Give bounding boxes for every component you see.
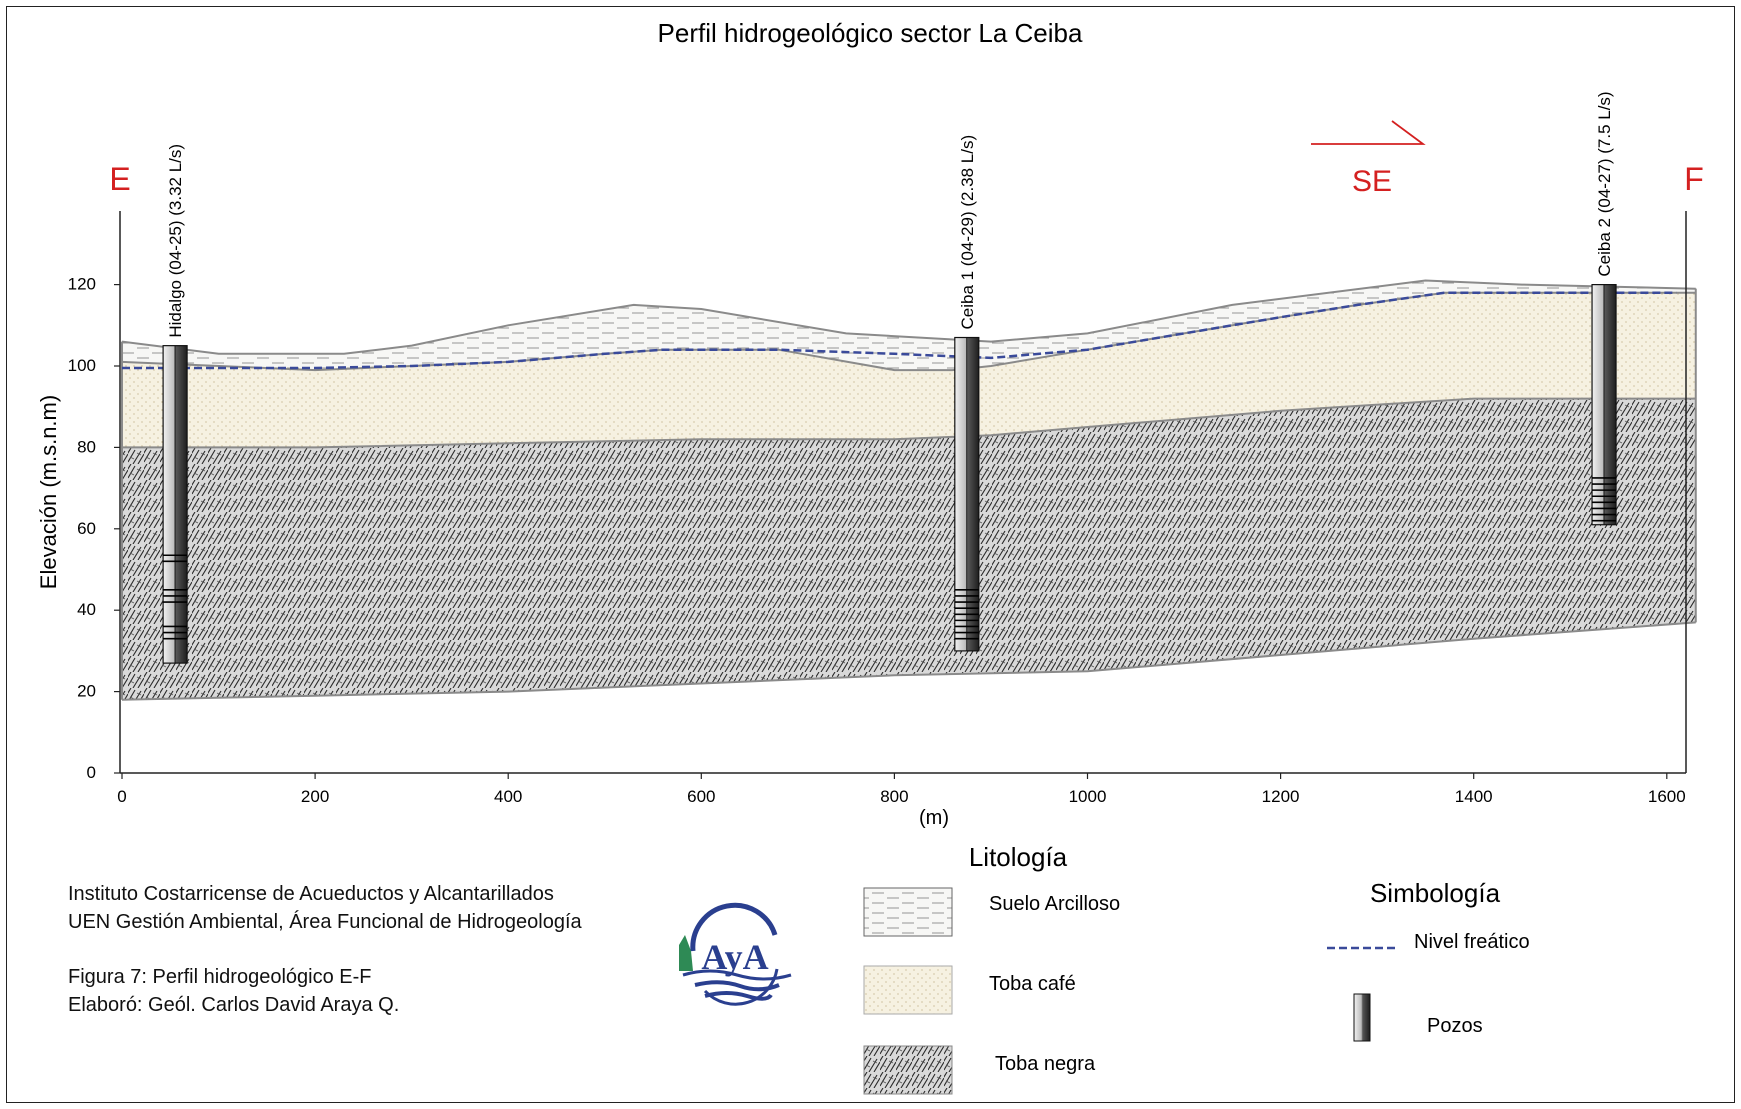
y-axis-label: Elevación (m.s.n.m)	[36, 395, 61, 589]
toba-negra-bottom-boundary	[121, 621, 1696, 701]
water-table-line	[122, 291, 1677, 370]
toba-negra-top-boundary	[122, 397, 1696, 449]
x-axis-label: (m)	[919, 807, 949, 829]
well-0: Hidalgo (04-25) (3.32 L/s)	[162, 144, 188, 664]
x-tick-label: 200	[301, 787, 329, 806]
x-tick-label: 0	[117, 787, 126, 806]
legend-suelo-label: Suelo Arcilloso	[989, 893, 1120, 915]
legend-nivel-freatico-label: Nivel freático	[1414, 931, 1530, 953]
well-label: Hidalgo (04-25) (3.32 L/s)	[166, 144, 185, 338]
lithology-legend-title: Litología	[969, 842, 1068, 872]
y-tick-label: 100	[68, 356, 96, 375]
figure-frame	[6, 6, 1735, 1103]
y-tick-label: 80	[77, 437, 96, 456]
well-label: Ceiba 2 (04-27) (7.5 L/s)	[1595, 91, 1614, 276]
figure-title: Perfil hidrogeológico sector La Ceiba	[658, 18, 1083, 48]
symbology-legend-title: Simbología	[1370, 878, 1501, 908]
direction-arrow-icon	[1311, 120, 1426, 145]
aya-logo: AyA	[679, 902, 792, 1006]
x-tick-label: 1400	[1455, 787, 1493, 806]
figure-credits: Figura 7: Perfil hidrogeológico E-F Elab…	[68, 963, 399, 1019]
y-tick-label: 40	[77, 600, 96, 619]
endpoint-f-label: F	[1684, 161, 1704, 197]
wells-group: Hidalgo (04-25) (3.32 L/s) Ceiba 1 (04-29…	[162, 91, 1617, 664]
x-tick-label: 600	[687, 787, 715, 806]
x-tick-label: 1600	[1648, 787, 1686, 806]
endpoint-e-label: E	[109, 161, 130, 197]
suelo-arcilloso-swatch	[863, 887, 953, 937]
axes-group	[119, 211, 1687, 774]
x-ticks: 0 200 400 600 800 1000 1200 1400 1600	[117, 773, 1686, 806]
credit-line-figure: Figura 7: Perfil hidrogeológico E-F	[68, 966, 372, 988]
x-tick-label: 1000	[1069, 787, 1107, 806]
well-legend-icon	[1353, 993, 1371, 1042]
y-ticks: 0 20 40 60 80 100 120	[68, 275, 120, 782]
toba-negra-swatch	[863, 1045, 953, 1095]
direction-label: SE	[1352, 165, 1392, 198]
y-tick-label: 20	[77, 682, 96, 701]
y-tick-label: 0	[87, 763, 96, 782]
x-tick-label: 800	[880, 787, 908, 806]
legend-toba-negra-label: Toba negra	[995, 1053, 1096, 1075]
credit-line-author: Elaboró: Geól. Carlos David Araya Q.	[68, 994, 400, 1016]
x-tick-label: 1200	[1262, 787, 1300, 806]
well-2: Ceiba 2 (04-27) (7.5 L/s)	[1591, 91, 1617, 526]
toba-negra-layer	[122, 398, 1696, 700]
legend-toba-cafe-label: Toba café	[989, 973, 1076, 995]
y-tick-label: 120	[68, 275, 96, 294]
legend-pozos-label: Pozos	[1427, 1015, 1483, 1037]
credit-line-institution: Instituto Costarricense de Acueductos y …	[68, 883, 554, 905]
y-tick-label: 60	[77, 519, 96, 538]
institution-credits: Instituto Costarricense de Acueductos y …	[68, 880, 582, 936]
well-1: Ceiba 1 (04-29) (2.38 L/s)	[954, 135, 980, 652]
lithology-layers	[121, 279, 1697, 701]
well-label: Ceiba 1 (04-29) (2.38 L/s)	[958, 135, 977, 330]
suelo-arcilloso-layer	[122, 280, 1696, 371]
suelo-top-boundary	[121, 279, 1696, 355]
x-tick-label: 400	[494, 787, 522, 806]
credit-line-unit: UEN Gestión Ambiental, Área Funcional de…	[68, 911, 582, 933]
toba-cafe-swatch	[863, 965, 953, 1015]
